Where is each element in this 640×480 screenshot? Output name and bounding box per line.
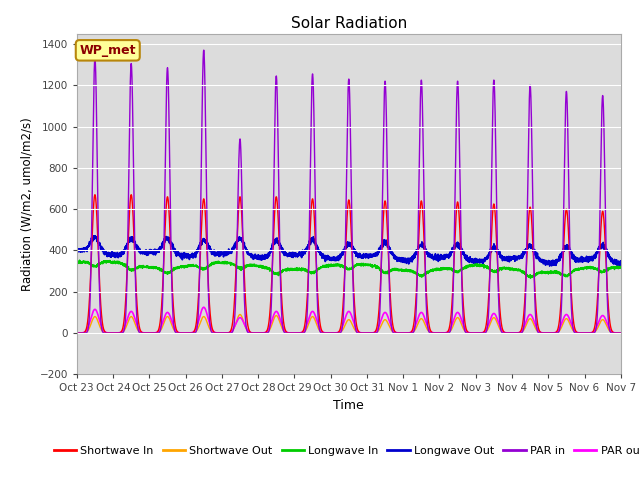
PAR out (616, 330, 624, 336)
Line: Longwave Out: Longwave Out (77, 236, 621, 267)
PAR in (329, 330, 337, 336)
Longwave Out (617, 258, 625, 264)
Shortwave Out (171, 328, 179, 334)
PAR in (616, 330, 624, 336)
Shortwave Out (329, 330, 337, 336)
Longwave Out (616, 264, 624, 270)
Line: PAR out: PAR out (77, 307, 621, 333)
Shortwave Out (471, 330, 479, 336)
PAR in (617, 330, 625, 336)
PAR out (200, 304, 207, 310)
X-axis label: Time: Time (333, 399, 364, 412)
Longwave In (76, 257, 83, 263)
Y-axis label: Radiation (W/m2, umol/m2/s): Radiation (W/m2, umol/m2/s) (21, 117, 34, 291)
Shortwave In (616, 330, 624, 336)
Longwave Out (502, 256, 509, 262)
Longwave Out (441, 255, 449, 261)
Line: PAR in: PAR in (77, 50, 621, 333)
PAR out (502, 330, 509, 336)
Longwave Out (329, 256, 337, 262)
PAR in (171, 327, 179, 333)
Shortwave Out (441, 330, 449, 336)
Shortwave In (471, 330, 479, 336)
Longwave Out (171, 247, 179, 253)
Longwave In (441, 266, 449, 272)
Longwave Out (91, 233, 99, 239)
Title: Solar Radiation: Solar Radiation (291, 16, 407, 31)
PAR in (502, 330, 509, 336)
Longwave In (502, 266, 509, 272)
Shortwave In (617, 330, 625, 336)
Shortwave In (91, 192, 99, 198)
Longwave In (73, 260, 81, 265)
Longwave Out (616, 260, 624, 265)
Shortwave In (171, 318, 179, 324)
PAR out (441, 330, 449, 336)
Shortwave In (502, 330, 509, 336)
Line: Shortwave In: Shortwave In (77, 195, 621, 333)
Legend: Shortwave In, Shortwave Out, Longwave In, Longwave Out, PAR in, PAR out: Shortwave In, Shortwave Out, Longwave In… (49, 441, 640, 460)
PAR in (441, 330, 449, 336)
Shortwave Out (502, 330, 509, 336)
PAR in (200, 47, 207, 53)
Shortwave In (73, 330, 81, 336)
PAR in (73, 330, 81, 336)
Shortwave In (329, 330, 337, 336)
Line: Shortwave Out: Shortwave Out (77, 314, 621, 333)
PAR in (471, 330, 479, 336)
Shortwave Out (617, 330, 625, 336)
PAR out (471, 330, 479, 336)
Longwave In (171, 265, 179, 271)
PAR out (73, 330, 81, 336)
Shortwave In (441, 330, 449, 336)
Longwave Out (73, 246, 81, 252)
Longwave In (329, 263, 337, 268)
PAR out (617, 330, 625, 336)
Text: WP_met: WP_met (79, 44, 136, 57)
Line: Longwave In: Longwave In (77, 260, 621, 278)
Shortwave Out (236, 312, 244, 317)
Longwave In (471, 262, 479, 268)
Longwave In (616, 264, 624, 270)
Longwave In (617, 264, 625, 269)
Longwave In (527, 276, 534, 281)
Shortwave Out (73, 330, 81, 336)
Shortwave Out (616, 330, 624, 336)
PAR out (171, 325, 179, 331)
PAR out (329, 330, 337, 336)
Longwave Out (471, 257, 479, 263)
